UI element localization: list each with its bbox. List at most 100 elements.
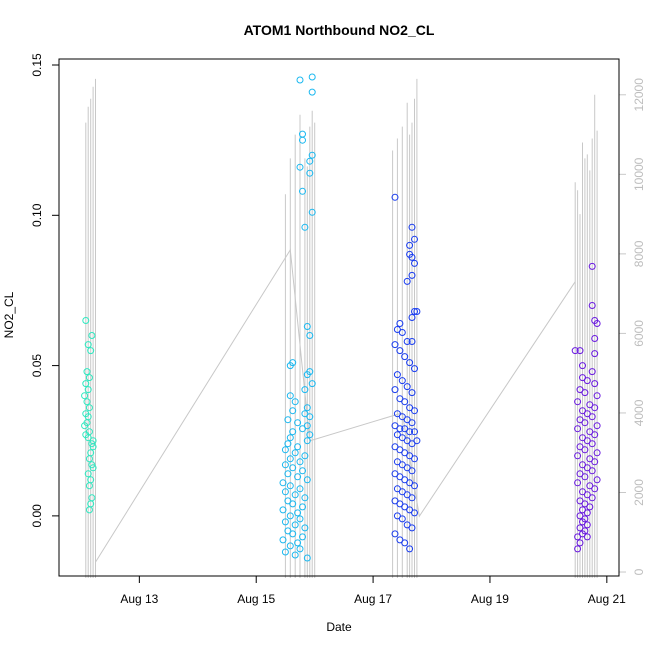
data-point-3-25 [574,425,582,433]
data-point-1-8 [296,163,304,171]
data-point-3-30 [588,440,596,448]
data-point-0-16 [88,332,96,339]
data-point-3-42 [593,476,601,484]
data-point-3-13 [576,386,584,394]
data-point-2-66 [406,506,414,514]
data-point-1-70 [281,548,289,556]
data-point-3-44 [586,482,594,490]
data-point-3-16 [574,398,582,406]
data-point-3-11 [583,377,591,385]
data-point-2-56 [401,476,409,484]
data-point-3-12 [591,380,599,388]
data-point-2-0 [391,193,399,201]
data-point-1-18 [308,380,316,388]
y-axis-label: NO2_CL [2,291,16,338]
data-point-3-7 [591,350,599,358]
data-point-0-12 [81,422,89,430]
data-point-1-71 [291,551,299,559]
data-point-1-52 [301,494,309,502]
data-point-2-62 [408,494,416,502]
data-point-1-62 [301,524,309,532]
data-point-1-65 [299,533,306,541]
data-point-1-34 [284,440,292,448]
plot-area: Aug 13 Aug 15 Aug 17 Aug 19 Aug 21 0.00 0.05 0.… [30,53,646,606]
data-point-2-50 [393,458,401,466]
y-right-tick-label-2: 4000 [632,399,646,426]
data-point-1-67 [294,539,302,547]
data-point-1-61 [291,521,299,529]
y-right-tick-label-5: 10000 [632,157,646,191]
data-point-2-54 [391,470,399,478]
data-point-1-59 [296,515,304,523]
data-point-3-21 [588,413,596,421]
data-point-3-40 [576,470,584,478]
data-point-2-67 [411,509,418,517]
data-point-0-22 [85,455,93,463]
data-point-1-44 [284,470,292,478]
x-axis-label: Date [326,620,352,634]
data-point-3-8 [579,362,586,370]
data-point-1-13 [306,332,314,339]
data-point-1-54 [289,500,297,508]
data-point-1-5 [308,151,316,159]
data-point-1-36 [281,446,289,454]
data-point-2-75 [406,545,414,553]
data-point-3-43 [574,479,582,487]
data-point-2-15 [403,338,411,345]
x-tick-label-0: Aug 13 [120,592,158,606]
data-point-2-6 [411,259,418,267]
data-point-1-72 [303,554,311,562]
data-point-0-24 [89,464,97,472]
data-point-0-1 [84,341,92,349]
data-point-3-35 [586,455,594,463]
y-right-tick-label-6: 12000 [632,78,646,112]
x-tick-label-4: Aug 21 [588,592,626,606]
data-point-3-64 [574,545,582,553]
data-point-1-11 [301,223,309,231]
data-point-2-9 [411,308,418,315]
data-point-1-9 [299,187,306,195]
data-point-1-38 [301,452,309,460]
data-point-2-69 [398,515,406,523]
plot-frame [58,58,620,577]
data-point-1-0 [296,76,304,84]
data-point-2-2 [411,235,418,243]
data-point-1-40 [296,458,304,466]
chart-title: ATOM1 Northbound NO2_CL [244,22,435,38]
data-point-3-5 [571,347,579,355]
data-point-2-47 [401,449,409,457]
y-right-tick-label-4: 8000 [632,240,646,267]
data-point-1-7 [306,169,314,177]
data-point-2-72 [391,530,399,538]
data-point-2-39 [411,428,418,436]
data-point-1-6 [306,157,314,165]
data-point-1-46 [303,476,311,484]
data-point-1-21 [291,398,299,406]
data-point-1-20 [286,392,294,400]
data-point-1-24 [301,410,309,418]
data-point-2-28 [401,398,409,406]
data-point-2-24 [403,383,411,391]
data-point-0-7 [83,398,91,406]
data-point-3-15 [593,392,601,400]
data-point-2-30 [411,407,418,415]
y-left-tick-label-0: 0.00 [30,504,44,528]
data-point-2-16 [408,338,416,345]
data-point-2-18 [396,347,404,355]
data-point-3-34 [574,452,582,460]
data-point-2-63 [391,497,399,505]
data-point-3-31 [576,443,584,451]
y-right-tick-label-1: 2000 [632,479,646,506]
data-point-3-51 [586,503,594,511]
data-point-1-2 [299,136,306,144]
data-point-3-63 [576,539,584,547]
data-point-1-32 [286,434,294,442]
data-point-2-31 [393,410,401,418]
data-point-1-3 [308,73,316,81]
data-point-2-36 [396,425,404,433]
data-point-0-17 [87,347,95,355]
data-point-3-6 [576,347,584,355]
x-tick-label-1: Aug 15 [237,592,275,606]
data-point-3-57 [583,521,591,529]
